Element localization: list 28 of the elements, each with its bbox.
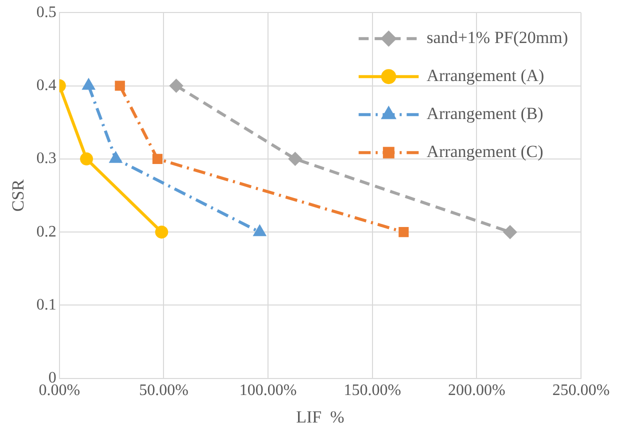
y-tick-label: 0.4 <box>36 76 56 94</box>
x-tick-label: 50.00% <box>139 382 188 400</box>
y-tick-label: 0.1 <box>36 296 56 314</box>
point <box>110 152 122 163</box>
y-tick-label: 0.5 <box>36 4 56 21</box>
point <box>254 226 266 236</box>
point <box>504 226 517 239</box>
legend-label: Arrangement (A) <box>426 66 544 86</box>
point <box>170 79 183 92</box>
x-axis-title: LIF % <box>296 407 344 426</box>
x-tick-label: 150.00% <box>344 382 402 400</box>
point <box>114 80 125 91</box>
x-tick-label: 100.00% <box>239 382 297 400</box>
y-tick-label: 0.2 <box>36 223 56 240</box>
point <box>288 152 302 166</box>
legend-label: sand+1% PF(20mm) <box>426 28 568 48</box>
y-axis-title: CSR <box>8 178 28 212</box>
x-tick-label: 200.00% <box>448 382 506 400</box>
point <box>398 227 409 238</box>
point <box>82 79 94 90</box>
y-tick-label: 0.3 <box>36 150 56 168</box>
point <box>152 154 162 164</box>
point <box>80 152 94 166</box>
legend-label: Arrangement (B) <box>426 104 544 124</box>
legend-label: Arrangement (C) <box>426 142 544 162</box>
x-tick-label: 0.00% <box>38 382 80 400</box>
point <box>155 226 168 239</box>
x-tick-label: 250.00% <box>552 382 610 400</box>
